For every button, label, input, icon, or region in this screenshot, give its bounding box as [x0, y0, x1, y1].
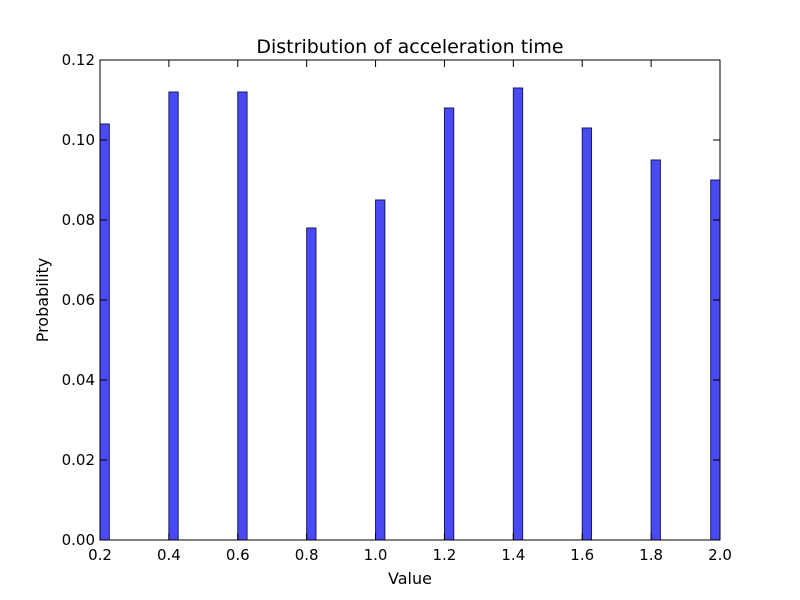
bar-5 — [443, 107, 455, 541]
chart-title: Distribution of acceleration time — [256, 36, 563, 58]
x-tick-label-5: 1.2 — [433, 546, 457, 564]
y-axis: 0.00 0.02 0.04 0.06 0.08 0.10 0.12 — [62, 51, 720, 549]
x-tick-label-3: 0.8 — [295, 546, 319, 564]
y-tick-label-4: 0.08 — [62, 211, 95, 229]
x-tick-label-9: 2.0 — [708, 546, 732, 564]
bar-8 — [650, 159, 661, 541]
bar-4 — [375, 199, 386, 541]
bars — [99, 87, 721, 541]
y-tick-label-3: 0.06 — [62, 291, 95, 309]
bar-9 — [710, 179, 721, 541]
bar-6 — [512, 87, 524, 541]
y-tick-label-0: 0.00 — [62, 531, 95, 549]
x-tick-label-1: 0.4 — [157, 546, 181, 564]
y-axis-title: Probability — [33, 258, 52, 343]
x-axis: 0.2 0.4 0.6 0.8 1.0 1.2 1.4 1.6 1.8 2.0 — [88, 60, 732, 564]
y-tick-label-1: 0.02 — [62, 451, 95, 469]
x-tick-label-8: 1.8 — [639, 546, 663, 564]
bar-1 — [168, 91, 179, 541]
x-tick-label-7: 1.6 — [570, 546, 594, 564]
bar-2 — [237, 91, 248, 541]
bar-7 — [581, 127, 593, 541]
y-tick-label-6: 0.12 — [62, 51, 95, 69]
bar-3 — [306, 227, 317, 541]
x-axis-title: Value — [388, 569, 432, 588]
x-tick-label-0: 0.2 — [88, 546, 112, 564]
x-tick-label-4: 1.0 — [364, 546, 388, 564]
y-tick-label-2: 0.04 — [62, 371, 95, 389]
plot-frame — [99, 59, 721, 541]
x-tick-label-6: 1.4 — [501, 546, 525, 564]
y-tick-label-5: 0.10 — [62, 131, 95, 149]
x-tick-label-2: 0.6 — [226, 546, 250, 564]
bar-0 — [99, 123, 110, 541]
